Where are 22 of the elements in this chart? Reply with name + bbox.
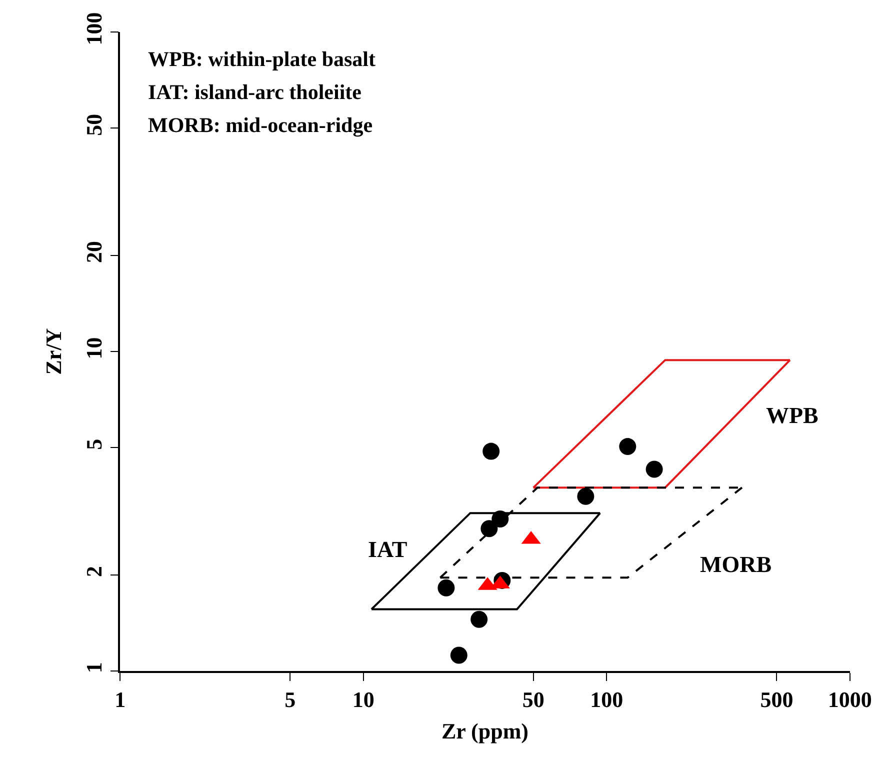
y-tick-label: 50 bbox=[81, 114, 106, 136]
y-tick-label: 2 bbox=[81, 566, 106, 577]
x-tick-label: 1000 bbox=[828, 687, 872, 712]
annotation: MORB bbox=[700, 552, 772, 577]
annotation: WPB bbox=[766, 403, 818, 428]
y-tick-label: 100 bbox=[81, 12, 106, 46]
y-tick-label: 5 bbox=[81, 438, 106, 450]
x-tick-label: 50 bbox=[522, 687, 544, 712]
x-tick-label: 5 bbox=[284, 687, 296, 712]
annotation: IAT: island-arc tholeiite bbox=[148, 80, 362, 104]
y-tick-label: 1 bbox=[81, 662, 106, 674]
x-tick-label: 100 bbox=[590, 687, 624, 712]
annotation: MORB: mid-ocean-ridge bbox=[148, 113, 373, 137]
x-tick-label: 500 bbox=[760, 687, 794, 712]
x-tick-label: 10 bbox=[352, 687, 374, 712]
annotation: IAT bbox=[368, 537, 408, 562]
y-tick-label: 20 bbox=[81, 241, 106, 264]
y-axis-title: Zr/Y bbox=[40, 328, 66, 375]
annotation: WPB: within-plate basalt bbox=[148, 47, 376, 71]
y-tick-label: 10 bbox=[81, 337, 106, 360]
x-tick-label: 1 bbox=[114, 687, 126, 712]
x-axis-title: Zr (ppm) bbox=[442, 718, 528, 744]
